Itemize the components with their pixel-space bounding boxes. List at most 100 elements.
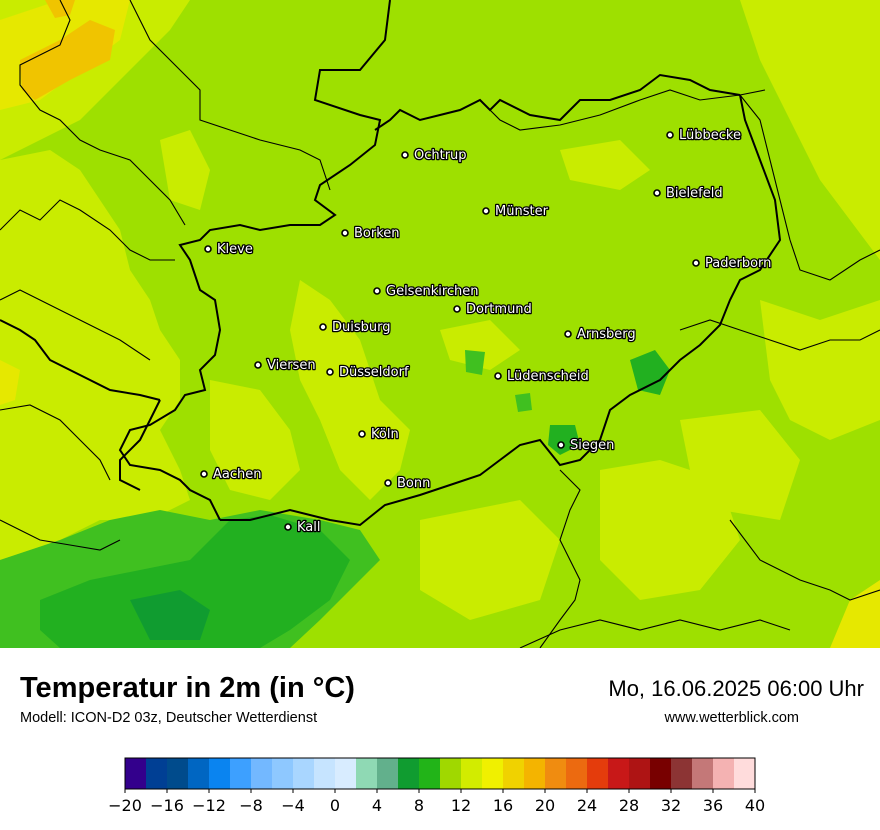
legend-color-cell xyxy=(566,758,588,789)
city-marker: Bielefeld xyxy=(653,185,724,202)
city-marker: Gelsenkirchen xyxy=(373,283,480,300)
city-dot xyxy=(384,479,392,487)
city-dot xyxy=(341,229,349,237)
warm-temperature-areas xyxy=(0,0,880,620)
legend-color-cell xyxy=(335,758,357,789)
city-label: Dortmund xyxy=(466,302,532,317)
city-marker: Bonn xyxy=(384,475,432,492)
city-marker: Lübbecke xyxy=(666,127,742,144)
city-marker: Borken xyxy=(341,225,401,242)
city-label: Kall xyxy=(297,520,321,535)
city-marker: Duisburg xyxy=(319,319,392,336)
map-title: Temperatur in 2m (in °C) xyxy=(20,672,355,704)
city-dot xyxy=(453,305,461,313)
city-label: Aachen xyxy=(213,467,261,482)
city-dot xyxy=(200,470,208,478)
city-marker: Arnsberg xyxy=(564,326,637,343)
city-marker: Viersen xyxy=(254,357,317,374)
legend-color-cell xyxy=(482,758,504,789)
legend-frame xyxy=(124,757,756,790)
legend-tick-label: 40 xyxy=(745,796,765,815)
city-label: Siegen xyxy=(570,438,614,453)
legend-tick-label: −8 xyxy=(239,796,263,815)
legend-color-cell xyxy=(461,758,483,789)
forecast-datetime: Mo, 16.06.2025 06:00 Uhr xyxy=(608,676,864,701)
city-label: Lüdenscheid xyxy=(507,369,589,384)
legend-color-cell xyxy=(608,758,630,789)
city-dot xyxy=(653,189,661,197)
legend-color-cell xyxy=(272,758,294,789)
city-markers: Ochtrup Lübbecke Bielefeld Münster Borken Kle… xyxy=(200,127,773,536)
map-footer: Temperatur in 2m (in °C) Modell: ICON-D2… xyxy=(0,648,880,830)
city-label: Arnsberg xyxy=(577,327,636,342)
city-dot xyxy=(284,523,292,531)
city-marker: Düsseldorf xyxy=(326,364,410,381)
legend-tick-label: −12 xyxy=(192,796,226,815)
legend-tick-label: 36 xyxy=(703,796,723,815)
legend-color-cell xyxy=(356,758,378,789)
city-label: Paderborn xyxy=(705,256,771,271)
city-marker: Kall xyxy=(284,519,322,536)
city-label: Gelsenkirchen xyxy=(386,284,479,299)
city-dot xyxy=(254,361,262,369)
legend-color-cell xyxy=(671,758,693,789)
city-marker: Paderborn xyxy=(692,255,773,272)
city-label: Bielefeld xyxy=(666,186,723,201)
city-marker: Lüdenscheid xyxy=(494,368,590,385)
city-dot xyxy=(666,131,674,139)
state-borders xyxy=(0,0,782,527)
legend-color-cell xyxy=(398,758,420,789)
city-dot xyxy=(358,430,366,438)
region-borders xyxy=(0,0,880,648)
city-marker: Münster xyxy=(482,203,550,220)
website-link[interactable]: www.wetterblick.com xyxy=(664,710,799,726)
legend-color-cell xyxy=(692,758,714,789)
legend-color-cell xyxy=(125,758,147,789)
legend-tick-label: −16 xyxy=(150,796,184,815)
color-legend-cells xyxy=(124,757,756,790)
legend-tick-label: 4 xyxy=(372,796,382,815)
hot-temperature-areas xyxy=(0,0,880,648)
cool-temperature-areas xyxy=(0,350,670,648)
city-dot xyxy=(401,151,409,159)
city-dot xyxy=(373,287,381,295)
city-dot xyxy=(557,441,565,449)
city-marker: Dortmund xyxy=(453,301,533,318)
legend-color-cell xyxy=(419,758,441,789)
legend-tick-label: −20 xyxy=(108,796,142,815)
city-dot xyxy=(204,245,212,253)
legend-color-cell xyxy=(713,758,735,789)
legend-color-cell xyxy=(146,758,168,789)
legend-tick-label: −4 xyxy=(281,796,305,815)
legend-color-cell xyxy=(545,758,567,789)
legend-tick-label: 16 xyxy=(493,796,513,815)
legend-tick-label: 28 xyxy=(619,796,639,815)
city-label: Lübbecke xyxy=(679,128,741,143)
legend-color-cell xyxy=(293,758,315,789)
color-legend-ticks: −20 −16 −12 −8 −4 0 4 8 12 16 20 24 28 32 36 40 xyxy=(108,789,765,815)
city-marker: Kleve xyxy=(204,241,254,258)
legend-tick-label: 8 xyxy=(414,796,424,815)
city-marker: Siegen xyxy=(557,437,616,454)
city-label: Viersen xyxy=(267,358,316,373)
legend-tick-label: 20 xyxy=(535,796,555,815)
city-label: Münster xyxy=(495,204,549,219)
legend-tick-label: 32 xyxy=(661,796,681,815)
city-dot xyxy=(692,259,700,267)
city-label: Ochtrup xyxy=(414,148,467,163)
legend-color-cell xyxy=(629,758,651,789)
city-label: Bonn xyxy=(397,476,430,491)
legend-color-cell xyxy=(167,758,189,789)
city-label: Köln xyxy=(371,427,399,442)
city-label: Düsseldorf xyxy=(339,365,409,380)
city-label: Kleve xyxy=(217,242,253,257)
city-dot xyxy=(494,372,502,380)
legend-tick-label: 12 xyxy=(451,796,471,815)
legend-tick-label: 0 xyxy=(330,796,340,815)
legend-color-cell xyxy=(440,758,462,789)
city-dot xyxy=(319,323,327,331)
city-label: Borken xyxy=(354,226,400,241)
city-marker: Köln xyxy=(358,426,400,443)
legend-color-cell xyxy=(230,758,252,789)
model-source: Modell: ICON-D2 03z, Deutscher Wetterdie… xyxy=(20,710,318,726)
